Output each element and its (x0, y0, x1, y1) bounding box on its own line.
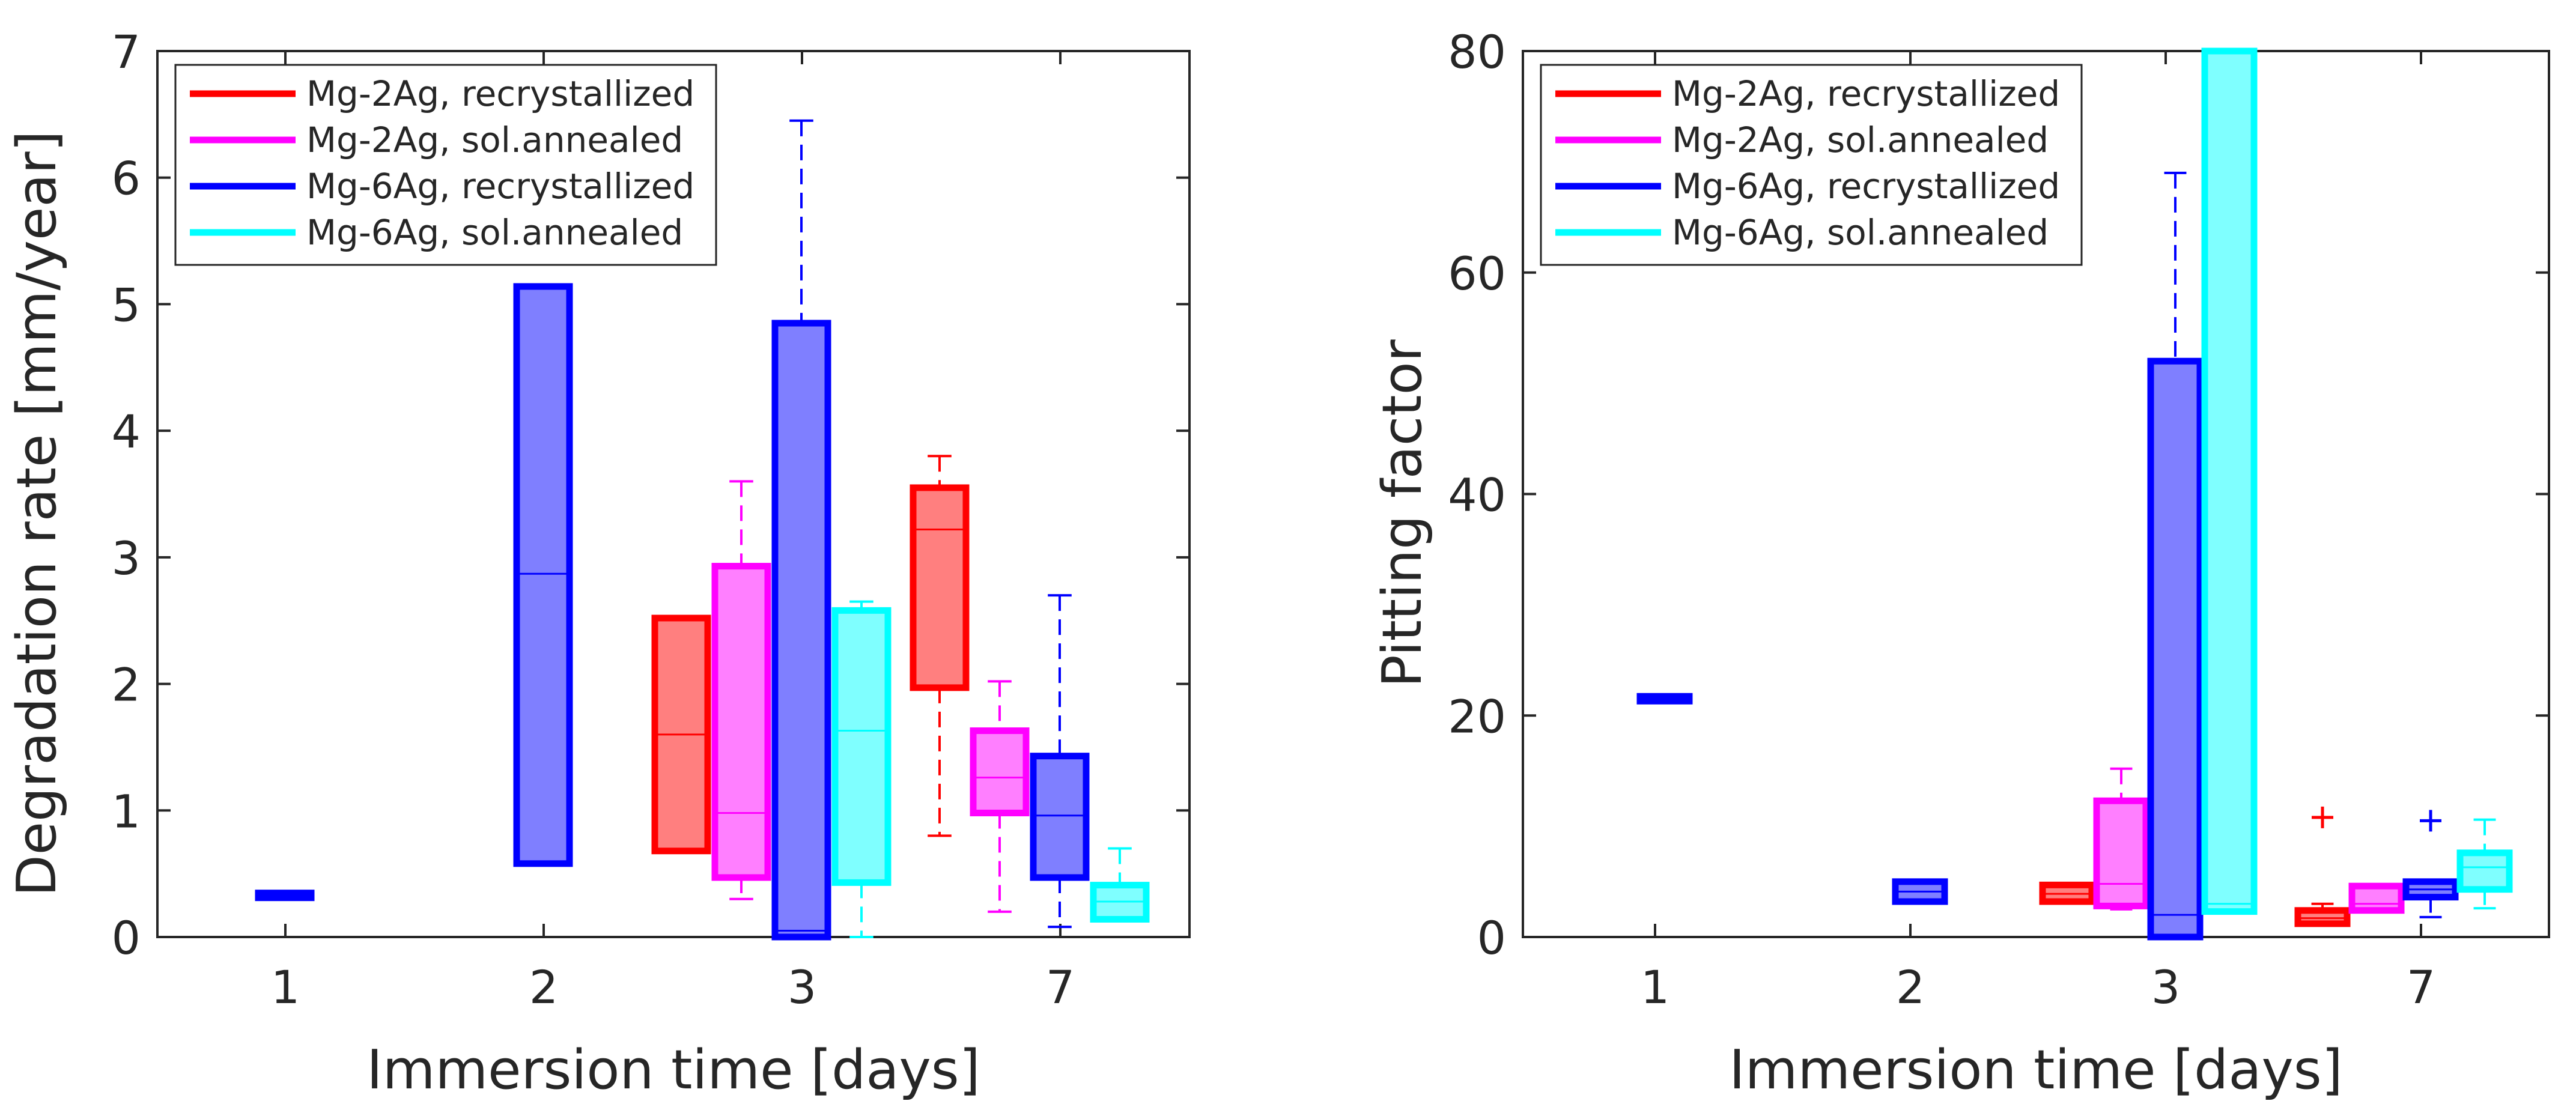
series-cyan (2201, 47, 2513, 915)
box (711, 563, 771, 881)
y-tick-label: 60 (1448, 247, 1506, 300)
x-tick-label: 2 (1896, 960, 1925, 1014)
y-tick-label: 5 (112, 278, 141, 332)
degradation-rate-chart: Degradation rate [mm/year] Immersion tim… (5, 25, 1191, 1102)
legend-label-red: Mg-2Ag, recrystallized (306, 73, 694, 114)
y-tick-label: 1 (112, 784, 141, 838)
box (2147, 357, 2204, 941)
series-magenta (2093, 767, 2405, 914)
box (2294, 907, 2351, 927)
pitting-factor-chart: Pitting factor Immersion time [days] 0 20… (1371, 25, 2550, 1102)
legend-label-magenta: Mg-2Ag, sol.annealed (306, 120, 683, 160)
x-tick-label: 7 (2407, 960, 2435, 1014)
series-blue (1636, 171, 2459, 941)
series-red (2039, 806, 2351, 927)
box (2456, 849, 2513, 893)
box (831, 607, 892, 886)
box (255, 890, 315, 902)
legend: Mg-2Ag, recrystallized Mg-2Ag, sol.anneal… (1540, 64, 2083, 266)
y-tick-label: 2 (112, 658, 141, 712)
y-tick-label: 3 (112, 532, 141, 585)
box (970, 727, 1030, 817)
box (2201, 47, 2258, 915)
box (513, 283, 573, 867)
x-tick-label: 3 (788, 960, 816, 1014)
legend: Mg-2Ag, recrystallized Mg-2Ag, sol.anneal… (174, 64, 717, 266)
y-tick-label: 0 (112, 911, 141, 965)
series-magenta (711, 480, 1030, 913)
legend-label-blue: Mg-6Ag, recrystallized (306, 166, 694, 207)
series-red (651, 455, 970, 855)
x-tick-label: 1 (271, 960, 300, 1014)
y-tick-label: 40 (1448, 469, 1506, 522)
legend-label-cyan: Mg-6Ag, sol.annealed (1672, 212, 2049, 253)
x-tick-label: 2 (529, 960, 558, 1014)
x-tick-label: 1 (1641, 960, 1669, 1014)
y-tick-label: 80 (1448, 25, 1506, 79)
x-axis-label: Immersion time [days] (1729, 1039, 2342, 1102)
legend-label-magenta: Mg-2Ag, sol.annealed (1672, 120, 2049, 160)
box (2348, 882, 2405, 914)
series-blue (255, 119, 1090, 941)
legend-label-cyan: Mg-6Ag, sol.annealed (306, 212, 683, 253)
y-axis-label: Degradation rate [mm/year] (5, 130, 68, 896)
y-axis-label: Pitting factor (1371, 339, 1434, 687)
y-tick-label: 7 (112, 25, 141, 79)
y-tick-label: 0 (1477, 911, 1506, 965)
box (771, 320, 831, 941)
y-tick-label: 6 (112, 152, 141, 205)
legend-label-blue: Mg-6Ag, recrystallized (1672, 166, 2060, 207)
x-tick-label: 3 (2151, 960, 2180, 1014)
x-axis-label: Immersion time [days] (366, 1039, 980, 1102)
y-tick-label: 20 (1448, 690, 1506, 743)
legend-label-red: Mg-2Ag, recrystallized (1672, 73, 2060, 114)
y-tick-label: 4 (112, 405, 141, 458)
series-cyan (831, 600, 1150, 938)
box (2093, 797, 2149, 909)
box (1030, 753, 1090, 881)
box (910, 484, 970, 691)
x-tick-label: 7 (1046, 960, 1075, 1014)
